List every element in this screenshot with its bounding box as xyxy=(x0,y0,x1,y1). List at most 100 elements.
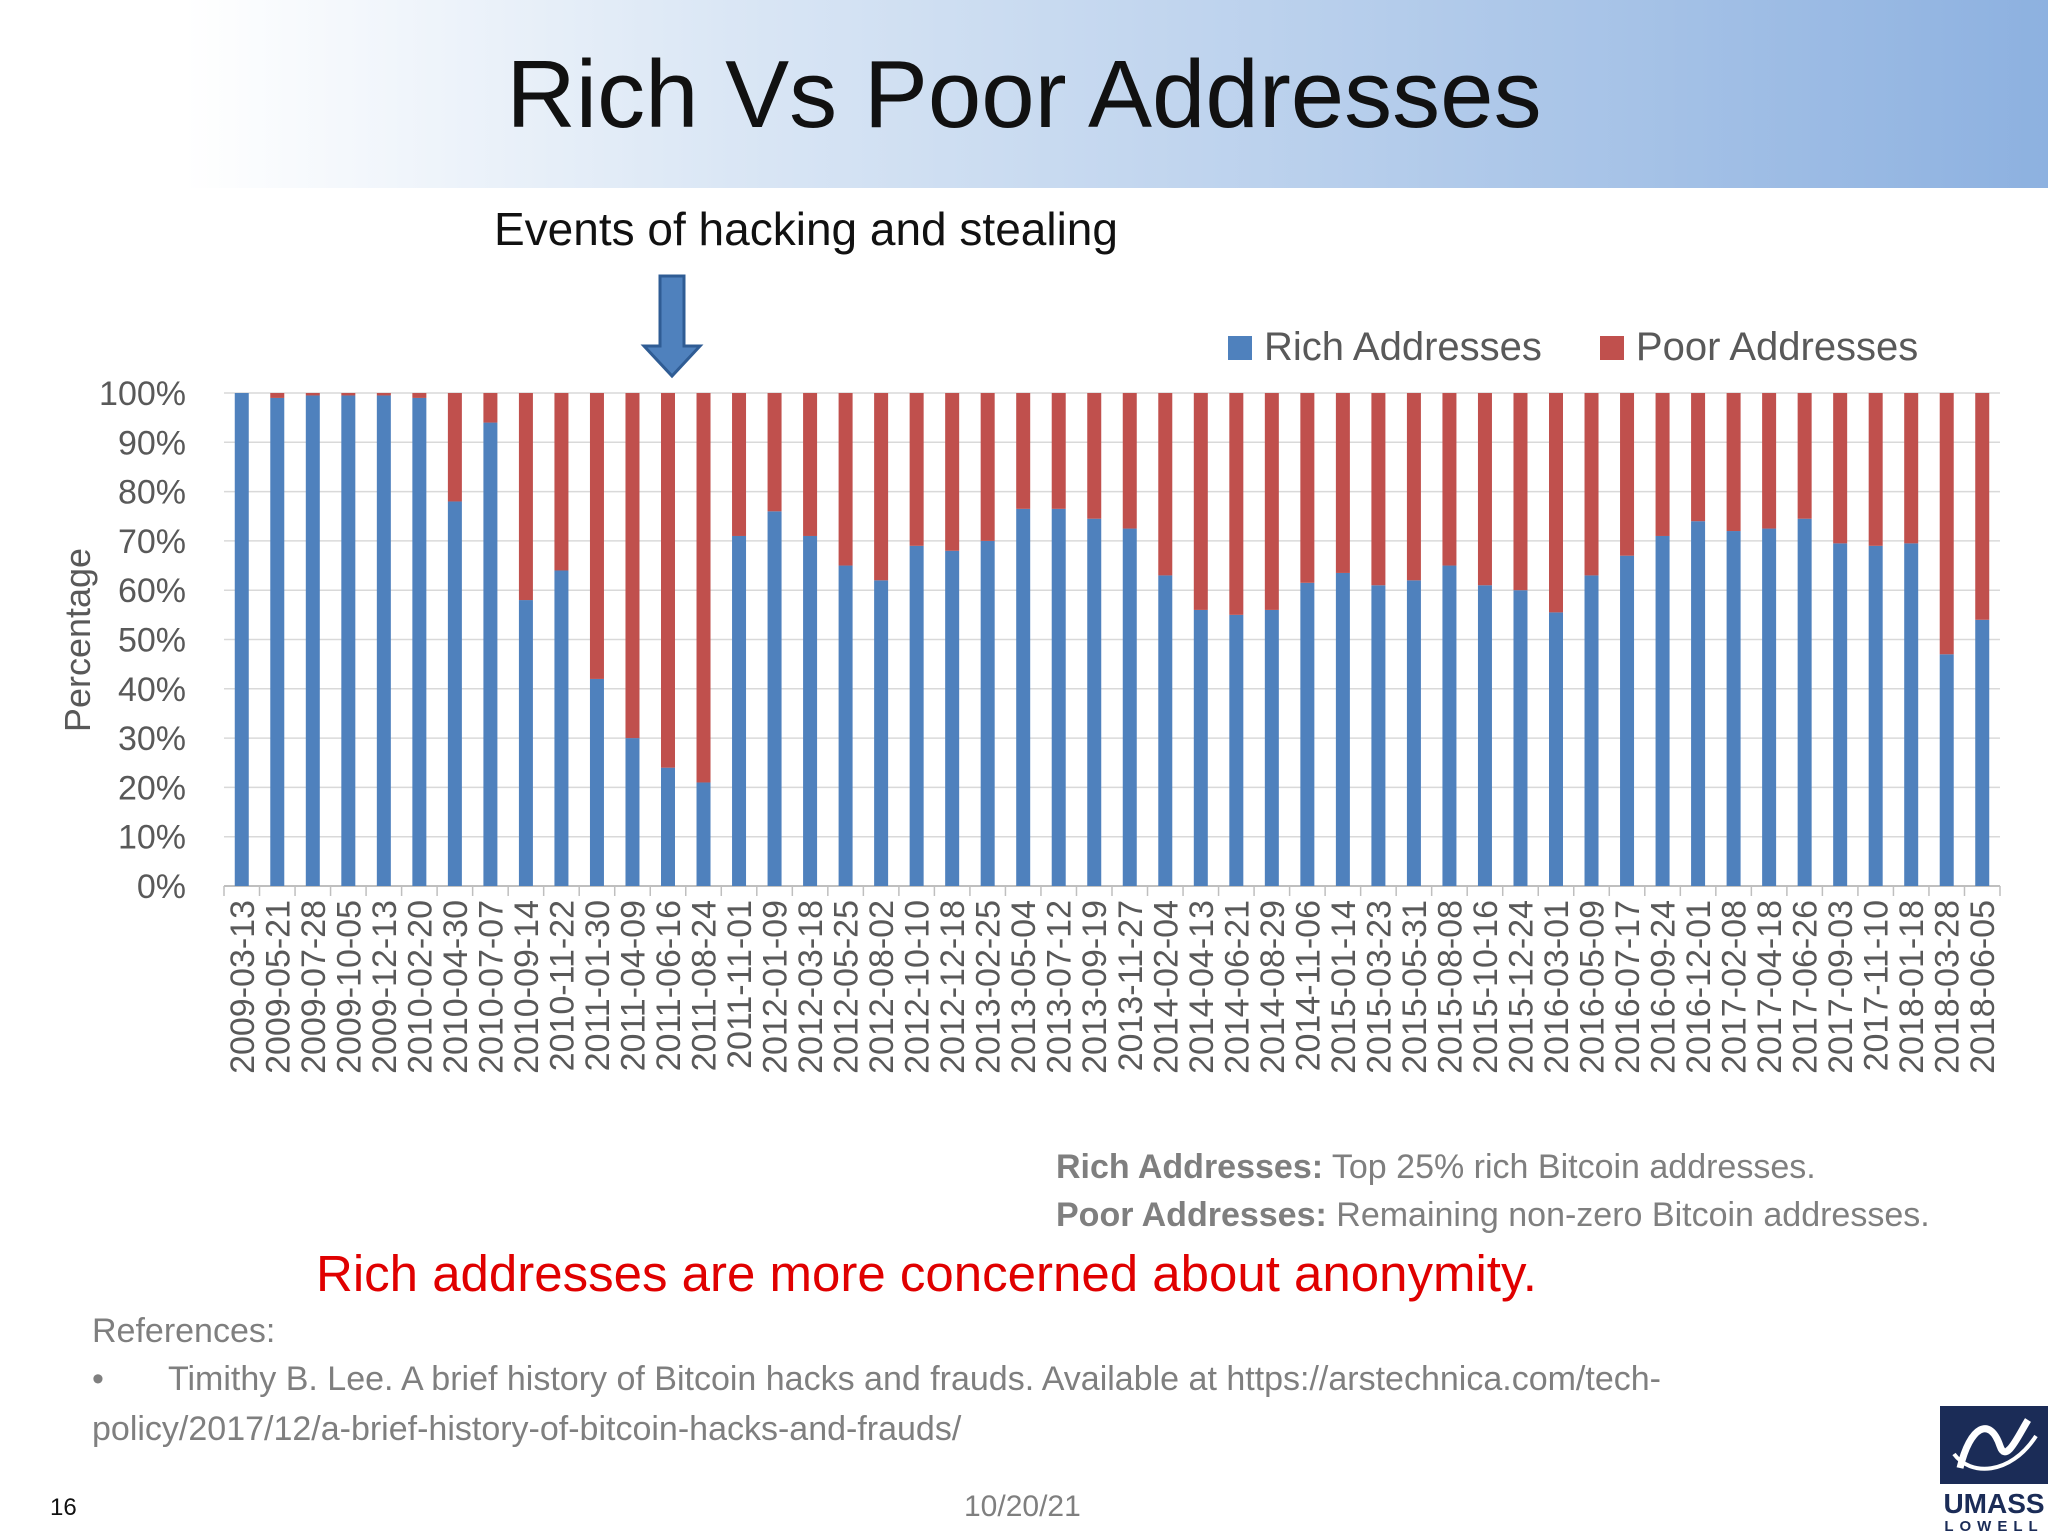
bar-rich xyxy=(1833,543,1848,886)
x-tick-label: 2012-12-18 xyxy=(934,900,972,1074)
legend-swatch-poor xyxy=(1599,335,1624,360)
x-tick-label: 2012-08-02 xyxy=(863,900,901,1074)
down-arrow-icon xyxy=(640,274,704,379)
legend-item-poor: Poor Addresses xyxy=(1599,325,1919,370)
bar-rich xyxy=(1477,585,1492,886)
bar-poor xyxy=(909,393,924,546)
reference-bullet: • xyxy=(92,1360,104,1398)
x-tick-label: 2013-11-27 xyxy=(1112,900,1150,1071)
bar-poor xyxy=(1442,393,1457,566)
bar-rich xyxy=(909,545,924,886)
bar-poor xyxy=(1833,393,1848,544)
x-tick-label: 2015-08-08 xyxy=(1431,900,1469,1074)
bar-rich xyxy=(1406,580,1421,886)
y-tick-label: 40% xyxy=(118,671,186,709)
bar-poor xyxy=(483,393,498,423)
x-tick-label: 2017-11-10 xyxy=(1858,900,1896,1071)
bar-rich xyxy=(1691,521,1706,886)
y-tick-label: 50% xyxy=(118,622,186,660)
bar-rich xyxy=(1122,528,1137,886)
bar-poor xyxy=(838,393,853,566)
bar-poor xyxy=(518,393,533,601)
bar-rich xyxy=(1371,585,1386,886)
legend-label-poor: Poor Addresses xyxy=(1635,325,1919,369)
x-tick-label: 2011-06-16 xyxy=(650,900,688,1071)
definition-poor-text: Remaining non-zero Bitcoin addresses. xyxy=(1326,1196,1930,1234)
bar-poor xyxy=(1335,393,1350,573)
x-tick-label: 2014-06-21 xyxy=(1218,900,1256,1074)
bar-rich xyxy=(838,565,853,886)
bar-poor xyxy=(1406,393,1421,581)
bar-poor xyxy=(661,393,675,768)
bar-rich xyxy=(1300,582,1315,886)
bar-poor xyxy=(1193,393,1208,610)
bar-poor xyxy=(1691,393,1706,522)
bar-poor xyxy=(589,393,604,679)
title-banner xyxy=(0,0,2048,188)
bar-rich xyxy=(1442,565,1457,886)
x-tick-label: 2016-12-01 xyxy=(1680,900,1718,1074)
x-tick-label: 2015-03-23 xyxy=(1360,900,1398,1074)
x-tick-label: 2012-10-10 xyxy=(899,900,937,1074)
slide-number: 16 xyxy=(50,1494,77,1521)
bar-poor xyxy=(1122,393,1137,529)
y-tick-label: 0% xyxy=(137,868,186,906)
x-tick-label: 2014-11-06 xyxy=(1289,900,1327,1071)
bar-rich xyxy=(1264,609,1279,886)
x-tick-label: 2013-02-25 xyxy=(970,900,1008,1074)
bar-rich xyxy=(732,535,747,886)
legend-label-rich: Rich Addresses xyxy=(1264,325,1542,369)
slide-date: 10/20/21 xyxy=(964,1490,1081,1523)
bar-rich xyxy=(234,393,249,886)
x-tick-label: 2014-04-13 xyxy=(1183,900,1221,1074)
definition-rich-label: Rich Addresses: xyxy=(1056,1148,1324,1186)
bar-rich xyxy=(518,600,533,886)
bar-poor xyxy=(1726,393,1741,532)
y-tick-label: 80% xyxy=(118,474,186,512)
bar-rich xyxy=(483,422,498,886)
bar-poor xyxy=(1904,393,1919,544)
legend-swatch-rich xyxy=(1228,335,1252,360)
bar-rich xyxy=(305,395,320,886)
y-tick-label: 90% xyxy=(118,424,186,462)
bar-rich xyxy=(767,511,782,886)
bar-poor xyxy=(1797,393,1812,519)
legend-item-rich: Rich Addresses xyxy=(1228,325,1542,370)
x-tick-label: 2016-09-24 xyxy=(1645,900,1683,1074)
x-tick-label: 2013-05-04 xyxy=(1005,900,1043,1074)
bar-poor xyxy=(732,393,747,536)
bar-poor xyxy=(1655,393,1670,536)
bar-poor xyxy=(270,393,285,398)
slide-title: Rich Vs Poor Addresses xyxy=(506,41,1542,148)
bar-poor xyxy=(1549,393,1563,613)
x-tick-label: 2012-03-18 xyxy=(792,900,830,1074)
bar-poor xyxy=(1300,393,1315,583)
y-tick-label: 30% xyxy=(118,720,186,758)
bar-poor xyxy=(1371,393,1386,586)
bar-rich xyxy=(874,580,889,886)
bar-rich xyxy=(589,678,604,886)
bar-rich xyxy=(1620,555,1635,886)
x-tick-label: 2011-04-09 xyxy=(614,900,652,1071)
x-tick-label: 2015-10-16 xyxy=(1467,900,1505,1074)
conclusion-text: Rich addresses are more concerned about … xyxy=(316,1245,1537,1302)
bar-poor xyxy=(874,393,889,581)
bar-rich xyxy=(376,395,391,886)
bar-poor xyxy=(1762,393,1777,529)
definition-poor: Poor Addresses: Remaining non-zero Bitco… xyxy=(1056,1196,1930,1235)
bar-rich xyxy=(980,540,995,886)
bar-rich xyxy=(1975,619,1990,886)
x-tick-label: 2011-11-01 xyxy=(721,900,759,1069)
bar-rich xyxy=(1939,654,1954,886)
y-tick-label: 20% xyxy=(118,769,186,807)
bar-poor xyxy=(1051,393,1066,509)
bar-rich xyxy=(803,535,818,886)
logo-text-lowell: LOWELL xyxy=(1944,1518,2044,1535)
bar-poor xyxy=(767,393,782,512)
y-axis-title: Percentage xyxy=(57,547,98,733)
bar-rich xyxy=(945,550,960,886)
y-tick-label: 100% xyxy=(99,375,186,413)
bar-poor xyxy=(1229,393,1244,615)
x-tick-label: 2011-01-30 xyxy=(579,900,617,1071)
